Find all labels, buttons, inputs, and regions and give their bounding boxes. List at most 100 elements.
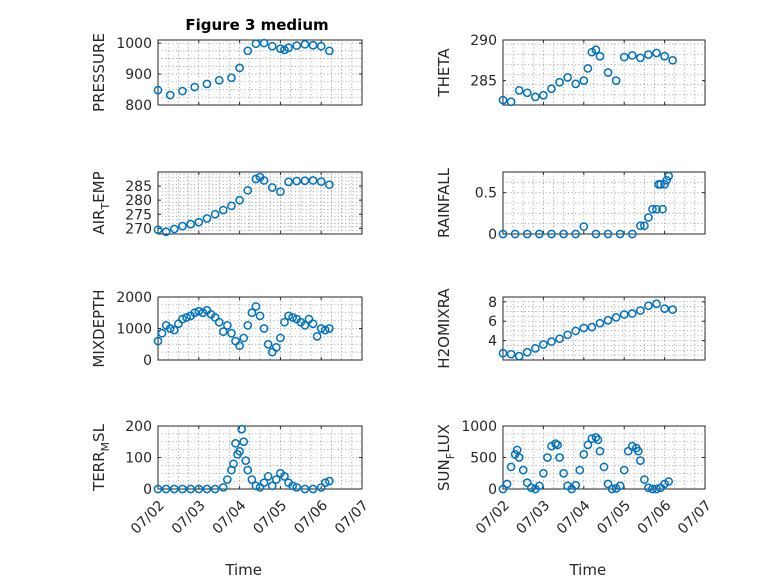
data-point <box>218 483 228 492</box>
y-axis-label: RAINFALL <box>435 167 453 238</box>
data-point <box>652 484 661 494</box>
data-point <box>325 46 334 56</box>
y-tick-label: 0 <box>143 353 152 369</box>
data-point <box>571 326 581 336</box>
data-point <box>214 317 224 327</box>
data-point <box>247 475 257 484</box>
data-point <box>591 432 601 442</box>
y-tick-label: 285 <box>125 179 152 195</box>
data-point <box>227 73 236 83</box>
data-point <box>194 306 204 316</box>
data-point <box>522 347 532 357</box>
x-tick-label: 07/05 <box>594 498 634 538</box>
data-point <box>165 90 175 100</box>
data-point <box>627 441 637 451</box>
x-tick-label: 07/04 <box>210 498 250 538</box>
x-tick-label: 07/02 <box>128 498 168 538</box>
data-point <box>202 79 212 89</box>
data-point <box>153 85 163 95</box>
data-point <box>555 77 564 87</box>
data-point <box>161 484 171 494</box>
data-point <box>595 51 605 61</box>
data-point <box>229 459 238 469</box>
data-point <box>227 328 236 338</box>
data-point <box>611 76 621 85</box>
data-point <box>251 481 261 491</box>
data-point <box>186 484 195 494</box>
data-point <box>194 484 204 494</box>
x-tick-label: 07/07 <box>675 498 715 538</box>
data-point <box>223 475 232 484</box>
y-tick-label: 1000 <box>116 36 152 52</box>
data-point <box>668 305 678 314</box>
data-point <box>633 446 643 456</box>
y-axis-label: H2OMIXRA <box>435 288 453 369</box>
data-point <box>555 334 564 344</box>
data-point <box>599 462 609 472</box>
x-tick-label: 07/03 <box>169 498 209 538</box>
data-point <box>595 446 605 456</box>
data-point <box>660 51 669 61</box>
data-point <box>320 325 330 335</box>
data-point <box>271 343 281 352</box>
data-point <box>559 229 568 239</box>
data-point <box>547 84 556 94</box>
data-point <box>611 313 621 322</box>
figure-title: Figure 3 medium <box>185 16 328 34</box>
data-point <box>591 45 601 55</box>
data-point <box>325 324 334 333</box>
data-point <box>280 317 289 327</box>
data-point <box>267 183 277 192</box>
data-point <box>292 176 302 186</box>
data-point <box>300 176 310 186</box>
data-point <box>284 43 293 53</box>
data-point <box>271 475 281 484</box>
data-point <box>648 484 657 494</box>
data-point <box>539 90 548 100</box>
data-point <box>186 219 195 229</box>
data-point <box>648 204 657 214</box>
data-point <box>575 465 585 475</box>
data-point <box>316 177 326 186</box>
data-point <box>619 465 629 475</box>
y-axis-label: SUNFLUX <box>435 424 457 491</box>
data-point <box>539 468 548 478</box>
data-point <box>563 330 572 340</box>
data-point <box>636 53 645 63</box>
x-axis-label: Time <box>224 561 262 579</box>
data-point <box>498 348 508 358</box>
data-point <box>530 92 540 102</box>
data-point <box>506 349 516 359</box>
y-tick-label: 100 <box>125 451 152 467</box>
y-axis-label: PRESSURE <box>90 33 108 112</box>
data-point <box>235 195 244 205</box>
data-point <box>603 229 613 239</box>
data-point <box>178 314 187 324</box>
data-point <box>259 176 269 185</box>
data-point <box>644 483 653 493</box>
data-point <box>543 453 552 462</box>
x-tick-label: 07/03 <box>513 498 553 538</box>
y-tick-label: 4 <box>488 334 497 350</box>
data-point <box>619 52 629 62</box>
data-point <box>276 187 285 197</box>
data-point <box>603 68 613 77</box>
data-point <box>227 201 236 211</box>
data-point <box>300 321 310 330</box>
x-tick-label: 07/06 <box>635 498 675 538</box>
data-point <box>237 424 246 434</box>
data-point <box>506 462 516 472</box>
data-point <box>583 440 593 450</box>
data-point <box>308 484 318 494</box>
data-point <box>320 478 330 488</box>
data-point <box>587 434 597 443</box>
data-point <box>251 302 261 311</box>
data-point <box>619 310 629 319</box>
y-tick-label: 2000 <box>116 290 152 306</box>
data-point <box>559 468 568 478</box>
y-tick-label: 0 <box>488 482 497 498</box>
data-point <box>263 472 273 481</box>
data-point <box>218 205 228 215</box>
data-point <box>178 484 187 494</box>
